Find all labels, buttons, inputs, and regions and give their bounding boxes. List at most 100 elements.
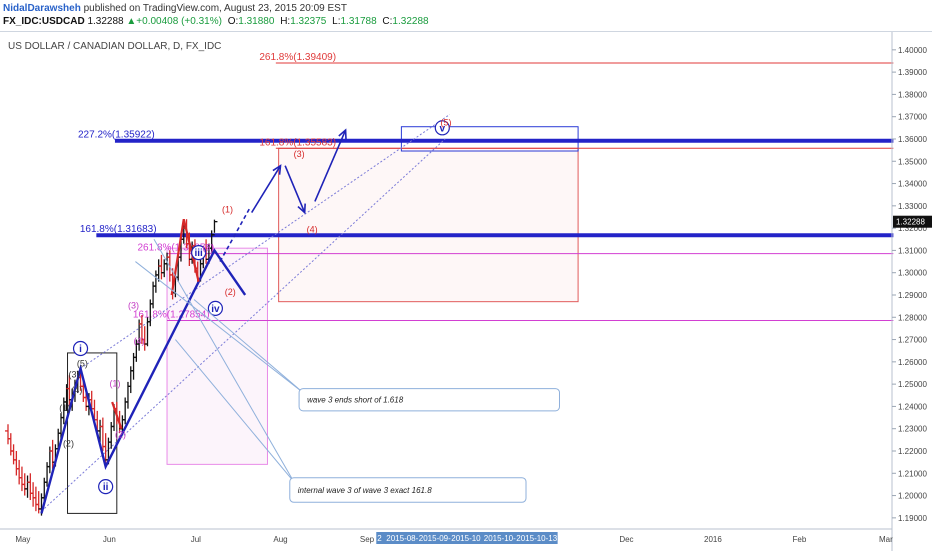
time-tick-label: Jun [103,535,116,544]
price-tick-label: 1.40000 [898,46,927,55]
fib-level-label: 161.8%(1.35583) [259,137,336,148]
wave-count-path [40,248,247,514]
wave-label-minor: (4) [71,385,82,395]
ohlc-bar [13,450,20,476]
date-range-label: 2015-10- [484,534,516,543]
ohlc-bar [16,459,23,485]
ohlc-bar [10,444,17,465]
ohlc-line: FX_IDC:USDCAD 1.32288 ▲+0.00408 (+0.31%)… [3,16,429,27]
publish-line: NidalDarawsheh published on TradingView.… [3,3,347,14]
ohlc-bar [21,473,28,496]
wave-label-ring [191,245,207,261]
ohlc-bar [211,219,218,236]
price-tick-label: 1.23000 [898,425,927,434]
wave-label-minor: (1) [59,403,70,413]
date-range-label: 2015-10 [451,534,481,543]
channel-lower-line [41,138,446,512]
price-tick-label: 1.27000 [898,336,927,345]
wave-label-minor: (3) [128,300,139,310]
price-tick-label: 1.22000 [898,447,927,456]
chart-title: US DOLLAR / CANADIAN DOLLAR, D, FX_IDC [8,41,221,52]
wave-label-text: ii [103,482,109,493]
up-arrow-icon: ▲ [126,16,137,27]
ohlc-bar [27,473,34,501]
wave-3-range-box [166,247,268,465]
wave-label-minor: (4) [307,225,318,235]
callout-pointer [135,261,304,393]
ohlc-bar [18,466,25,492]
fib-level-label: 161.8%(1.31683) [80,224,157,235]
sub-wave-path [111,401,123,430]
last-price-tag [893,215,932,228]
price-tick-label: 1.29000 [898,291,927,300]
ohlc-bar [30,482,37,507]
wave-label-minor: (2) [115,430,126,440]
wave-label-minor: (4) [134,336,145,346]
date-range-strip [376,532,558,544]
wave-label-major: ii [98,479,114,495]
price-tick-label: 1.31000 [898,246,927,255]
open-value: 1.31880 [238,16,275,27]
wave-label-major: iii [191,245,207,261]
ohlc-bar [35,491,42,514]
wave-label-minor: (5) [202,242,213,252]
price-change: +0.00408 (+0.31%) [136,16,222,27]
wave-label-major: v [434,120,450,136]
wave-label-major: iv [207,300,223,316]
price-tick-label: 1.39000 [898,68,927,77]
wave-label-minor: (1) [109,378,120,388]
author-name[interactable]: NidalDarawsheh [3,3,81,14]
publish-info: published on TradingView.com, August 23,… [83,3,347,14]
ohlc-bar [161,259,168,278]
projection-arrowhead [338,128,347,140]
wave-label-text: i [79,344,82,355]
price-tick-label: 1.35000 [898,157,927,166]
annotation-callout-box [289,477,527,503]
annotation-callout-box [298,388,560,412]
projection-dash [219,207,251,262]
last-price: 1.32288 [87,16,124,27]
price-chart[interactable]: 261.8%(1.39409) 227.2%(1.35922) 161.8%(1.3… [0,32,932,551]
price-tick-label: 1.33000 [898,202,927,211]
date-range-label: 2 [377,534,382,543]
wave-iii-range-box [278,147,579,303]
ohlc-bar [7,433,14,456]
close-label: C: [382,16,393,27]
chart-frame: 261.8%(1.39409) 227.2%(1.35922) 161.8%(1.3… [0,31,932,551]
price-tick-label: 1.30000 [898,269,927,278]
wave-label-text: iii [194,248,203,259]
wave-label-ring [434,120,450,136]
price-tick-label: 1.19000 [898,514,927,523]
annotation-callout-text: wave 3 ends short of 1.618 [307,396,404,405]
price-tick-label: 1.21000 [898,469,927,478]
wave-label-ring [98,479,114,495]
close-value: 1.32288 [392,16,429,27]
ohlc-bar [158,254,165,280]
chart-header: NidalDarawsheh published on TradingView.… [0,0,932,30]
price-tick-label: 1.38000 [898,90,927,99]
price-tick-label: 1.20000 [898,492,927,501]
wave-label-minor: (1) [222,205,233,215]
callout-pointer [175,339,295,483]
time-tick-label: May [15,535,30,544]
wave-i-range-box [67,352,118,514]
high-value: 1.32375 [290,16,327,27]
time-tick-label: Jul [191,535,201,544]
date-range-label: 2015-10-13 [516,534,557,543]
last-price-tag-text: 1.32288 [896,218,925,227]
price-tick-label: 1.28000 [898,313,927,322]
fib-level-label: 261.8%(1.30854) [138,243,215,254]
projection-arrow [314,129,347,202]
wave-label-text: iv [211,304,220,315]
fib-level-label: 161.8%(1.27854) [133,310,210,321]
projection-arrowhead [297,203,306,215]
open-label: O: [227,16,239,27]
wave-label-minor: (2) [225,287,236,297]
time-tick-label: Dec [619,535,633,544]
date-range-label: 2015-08- [386,534,418,543]
projection-arrow [284,165,306,213]
wave-label-minor: (3) [69,369,80,379]
wave-label-minor: (2) [63,439,74,449]
price-tick-label: 1.32000 [898,224,927,233]
price-tick-label: 1.36000 [898,135,927,144]
